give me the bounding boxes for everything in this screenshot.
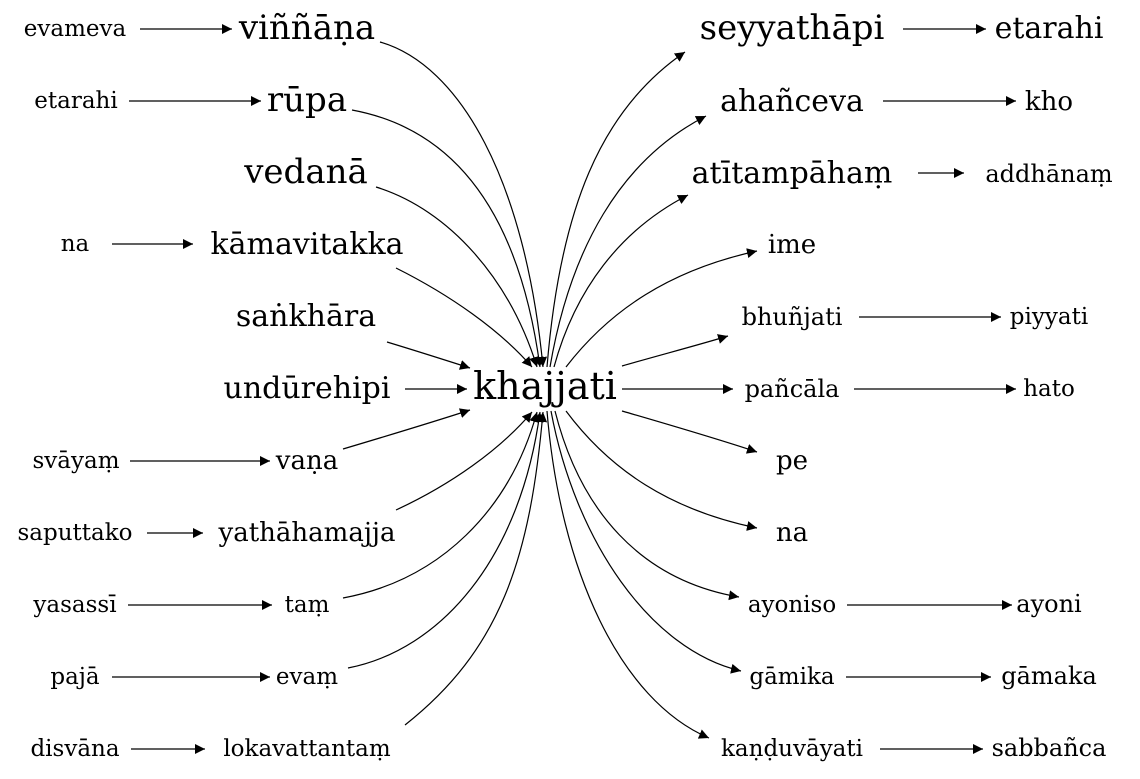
edge	[565, 410, 758, 531]
outbound-node: ayoniso	[748, 592, 836, 618]
outbound-node: bhuñjati	[742, 303, 843, 331]
inbound-node: saṅkhāra	[236, 299, 376, 334]
outbound-node: na	[776, 518, 808, 548]
edge	[379, 41, 548, 368]
inbound-node: viññāṇa	[238, 8, 375, 48]
inbound-node: evaṃ	[276, 664, 338, 690]
source-node: evameva	[24, 16, 127, 42]
edge	[395, 267, 533, 368]
outbound-node: pañcāla	[745, 375, 840, 403]
node-labels: khajjati evameva etarahi na svāyaṃ saput…	[17, 8, 1112, 762]
source-node: yasassī	[32, 592, 116, 618]
outbound-node: ime	[768, 230, 816, 260]
edge	[621, 334, 729, 367]
inbound-node: lokavattantaṃ	[223, 736, 391, 762]
inbound-node: rūpa	[267, 80, 347, 120]
outbound-node: kaṇḍuvāyati	[721, 736, 863, 762]
inbound-node: vaṇa	[275, 446, 338, 476]
target-node: kho	[1025, 87, 1073, 117]
outbound-node: pe	[776, 446, 808, 476]
outbound-node: ahañceva	[720, 84, 864, 119]
edge	[550, 410, 742, 674]
edge	[549, 115, 707, 368]
target-node: ayoni	[1016, 590, 1082, 618]
edge	[546, 410, 710, 739]
edge	[351, 109, 544, 368]
edge	[347, 411, 544, 669]
outbound-node: seyyathāpi	[700, 8, 885, 48]
edge	[546, 51, 686, 368]
edge	[395, 411, 533, 511]
target-node: piyyati	[1010, 304, 1088, 330]
edge	[565, 248, 758, 368]
inbound-node: taṃ	[285, 592, 330, 618]
outbound-node: gāmika	[749, 664, 835, 690]
edge	[342, 411, 540, 599]
edge	[553, 194, 689, 368]
target-node: hato	[1023, 376, 1075, 402]
edges	[112, 24, 1016, 754]
edge	[621, 410, 758, 454]
target-node: sabbañca	[992, 734, 1107, 762]
center-node: khajjati	[473, 364, 617, 408]
edge	[554, 410, 740, 601]
outbound-node: atītampāhaṃ	[692, 156, 893, 191]
edge	[386, 341, 471, 370]
source-node: pajā	[50, 664, 100, 690]
inbound-node: undūrehipi	[224, 371, 391, 406]
edge	[342, 408, 471, 450]
target-node: gāmaka	[1001, 662, 1097, 690]
target-node: addhānaṃ	[985, 160, 1113, 188]
source-node: svāyaṃ	[32, 448, 119, 474]
inbound-node: yathāhamajja	[218, 518, 396, 548]
edge	[375, 186, 539, 368]
source-node: disvāna	[30, 736, 119, 762]
source-node: na	[61, 231, 90, 257]
source-node: saputtako	[17, 520, 132, 546]
target-node: etarahi	[995, 11, 1104, 46]
inbound-node: kāmavitakka	[210, 227, 403, 262]
inbound-node: vedanā	[243, 152, 368, 192]
edge	[404, 411, 548, 726]
source-node: etarahi	[34, 88, 117, 114]
